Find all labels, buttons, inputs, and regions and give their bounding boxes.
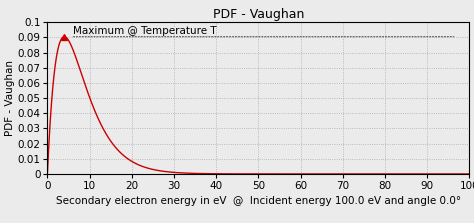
Title: PDF - Vaughan: PDF - Vaughan — [213, 8, 304, 21]
X-axis label: Secondary electron energy in eV  @  Incident energy 100.0 eV and angle 0.0°: Secondary electron energy in eV @ Incide… — [56, 196, 461, 206]
Y-axis label: PDF - Vaughan: PDF - Vaughan — [5, 60, 15, 136]
Text: Maximum @ Temperature T: Maximum @ Temperature T — [73, 26, 216, 36]
